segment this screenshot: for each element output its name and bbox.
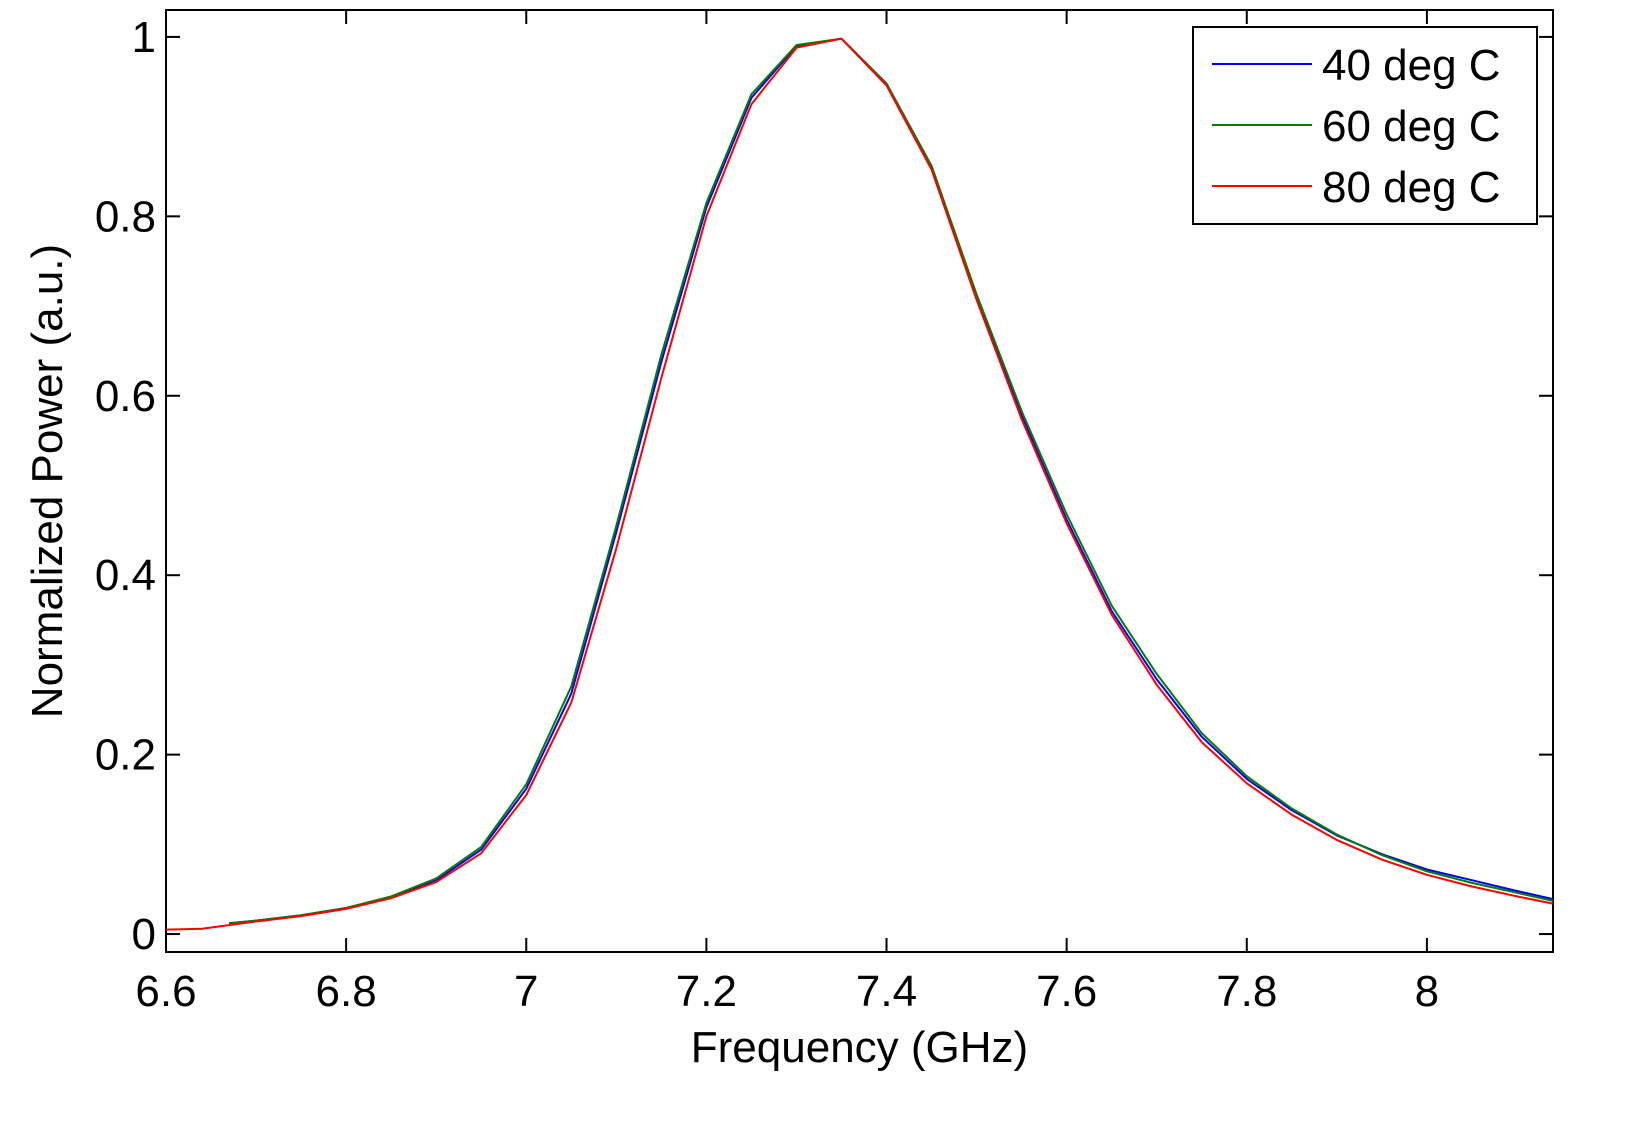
y-tick-label: 0.6 [95,372,156,421]
ticks-layer: 6.6 6.8 7 7.2 7.4 7.6 7.8 8 0 0.2 0.4 0.6 0.8 1 [95,10,1553,1016]
legend-label-2: 60 deg C [1322,102,1501,151]
legend: 40 deg C 60 deg C 80 deg C [1192,26,1538,225]
x-tick-label: 6.8 [316,967,377,1016]
y-tick-label: 0 [132,910,156,959]
x-tick-label: 8 [1415,967,1439,1016]
x-tick-label: 6.6 [135,967,196,1016]
y-tick-label: 0.2 [95,731,156,780]
y-axis-title: Normalized Power (a.u.) [23,244,72,718]
series-layer [165,37,1554,931]
legend-label-1: 40 deg C [1322,41,1501,90]
legend-items: 40 deg C 60 deg C 80 deg C [1212,41,1501,212]
y-tick-label: 0.4 [95,551,156,600]
x-axis-title: Frequency (GHz) [691,1023,1028,1072]
y-tick-label: 1 [132,13,156,62]
x-tick-label: 7.8 [1216,967,1277,1016]
y-tick-label: 0.8 [95,192,156,241]
x-tick-label: 7.2 [676,967,737,1016]
x-tick-label: 7.4 [856,967,917,1016]
series-line-3 [165,37,1554,931]
x-tick-label: 7.6 [1036,967,1097,1016]
x-tick-label: 7 [514,967,538,1016]
series-line-2 [228,37,1554,925]
legend-label-3: 80 deg C [1322,163,1501,212]
